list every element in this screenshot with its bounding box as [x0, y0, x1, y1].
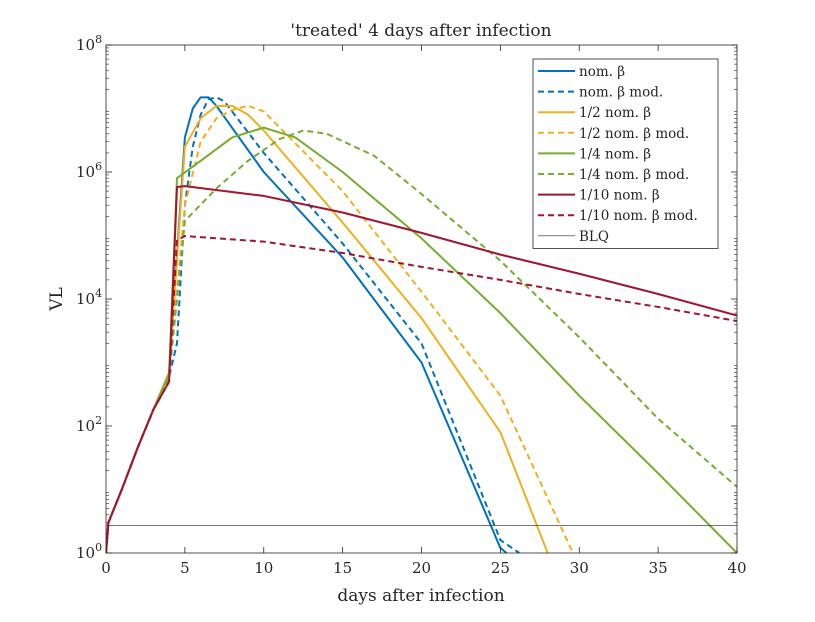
x-tick-label: 30 — [570, 559, 589, 577]
legend-entry: nom. β — [579, 64, 625, 80]
series-line-7 — [106, 235, 737, 553]
y-tick-label: 108 — [76, 33, 102, 54]
series-layer — [106, 96, 737, 553]
ticks: 0 5 10 15 20 25 30 35 40 100 102 104 106 108 — [76, 33, 747, 577]
x-tick-label: 5 — [180, 559, 190, 577]
x-tick-label: 20 — [412, 559, 431, 577]
y-tick-label: 106 — [76, 160, 102, 181]
legend-entry: nom. β mod. — [579, 85, 663, 101]
x-tick-label: 25 — [491, 559, 510, 577]
y-tick-label: 102 — [76, 414, 102, 435]
x-tick-label: 10 — [254, 559, 273, 577]
x-tick-label: 15 — [333, 559, 352, 577]
legend-entry: 1/10 nom. β mod. — [579, 208, 698, 224]
legend-entry: BLQ — [579, 229, 609, 245]
legend-entry: 1/2 nom. β mod. — [579, 126, 689, 142]
y-tick-label: 104 — [76, 287, 102, 308]
series-line-3 — [106, 104, 574, 553]
legend-entry: 1/2 nom. β — [579, 105, 651, 121]
legend-entry: 1/10 nom. β — [579, 188, 660, 204]
x-tick-label: 40 — [727, 559, 746, 577]
y-tick-label: 100 — [76, 541, 102, 562]
legend: nom. β nom. β mod. 1/2 nom. β 1/2 nom. β mo… — [532, 58, 719, 249]
y-axis-label: VL — [47, 287, 67, 312]
chart-title: 'treated' 4 days after infection — [290, 21, 551, 41]
x-axis-label: days after infection — [337, 586, 504, 606]
x-tick-label: 35 — [649, 559, 668, 577]
legend-entry: 1/4 nom. β — [579, 146, 651, 162]
x-tick-label: 0 — [101, 559, 111, 577]
legend-entry: 1/4 nom. β mod. — [579, 167, 689, 183]
